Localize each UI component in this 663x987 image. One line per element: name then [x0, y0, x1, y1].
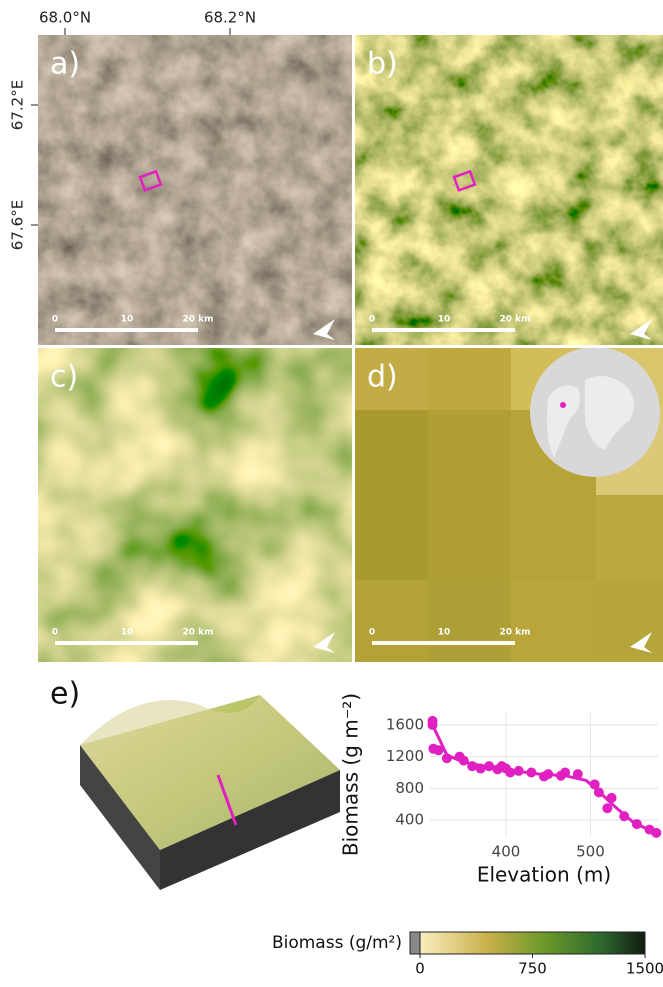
- point: [594, 787, 604, 797]
- point: [573, 769, 583, 779]
- point: [476, 764, 486, 774]
- panel-label: b): [367, 47, 398, 82]
- lon-tick-label: 67.6°E: [9, 200, 27, 250]
- figure: 68.0°N 68.2°N 67.2°E 67.6°E a) 0 10 20 km b) 0 10 2…: [0, 0, 663, 983]
- scale-label: 10: [438, 628, 451, 638]
- point: [428, 720, 438, 730]
- scale-label: 0: [52, 315, 58, 325]
- scale-label: 10: [121, 628, 134, 638]
- lat-tick-label: 68.2°N: [204, 9, 256, 27]
- point: [459, 756, 469, 766]
- y-tick-label: 400: [395, 811, 424, 829]
- lon-tick-label: 67.2°E: [9, 80, 27, 130]
- scale-bar: [372, 328, 515, 332]
- scale-label: 20 km: [499, 628, 530, 638]
- panel-label: d): [367, 360, 398, 395]
- map-a: [38, 35, 352, 345]
- colorbar-title: Biomass (g/m²): [272, 933, 402, 953]
- point: [505, 768, 515, 778]
- colorbar-na: [410, 932, 420, 954]
- scale-label: 20 km: [182, 628, 213, 638]
- scale-bar: [55, 328, 198, 332]
- map-d: [355, 347, 663, 662]
- scale-bar: [55, 641, 198, 645]
- map-b: [355, 35, 663, 345]
- colorbar: [420, 932, 645, 954]
- point: [602, 803, 612, 813]
- y-tick-label: 1600: [386, 715, 424, 733]
- scale-label: 20 km: [182, 315, 213, 325]
- panel-label: c): [50, 360, 78, 395]
- colorbar-tick-label: 750: [518, 960, 547, 978]
- x-tick-label: 400: [492, 843, 521, 861]
- scale-label: 10: [121, 315, 134, 325]
- terrain-block: [80, 695, 340, 890]
- point: [442, 753, 452, 763]
- x-axis-label: Elevation (m): [477, 863, 611, 887]
- point: [543, 769, 553, 779]
- scale-label: 0: [52, 628, 58, 638]
- colorbar-tick-label: 0: [415, 960, 425, 978]
- scale-label: 0: [369, 315, 375, 325]
- panel-label: e): [50, 677, 80, 712]
- scale-bar: [372, 641, 515, 645]
- x-tick-label: 500: [576, 843, 605, 861]
- scale-label: 0: [369, 628, 375, 638]
- point: [514, 766, 524, 776]
- point: [632, 819, 642, 829]
- lat-tick-label: 68.0°N: [39, 9, 91, 27]
- y-tick-label: 800: [395, 779, 424, 797]
- point: [607, 793, 617, 803]
- point: [433, 745, 443, 755]
- scale-label: 20 km: [499, 315, 530, 325]
- y-tick-label: 1200: [386, 747, 424, 765]
- point: [651, 828, 661, 838]
- y-axis-label: Biomass (g m⁻²): [339, 693, 363, 856]
- panel-label: a): [50, 47, 80, 82]
- colorbar-tick-label: 1500: [626, 960, 663, 978]
- scale-label: 10: [438, 315, 451, 325]
- point: [560, 768, 570, 778]
- point: [619, 811, 629, 821]
- point: [467, 761, 477, 771]
- point: [526, 768, 536, 778]
- map-c: [38, 348, 352, 662]
